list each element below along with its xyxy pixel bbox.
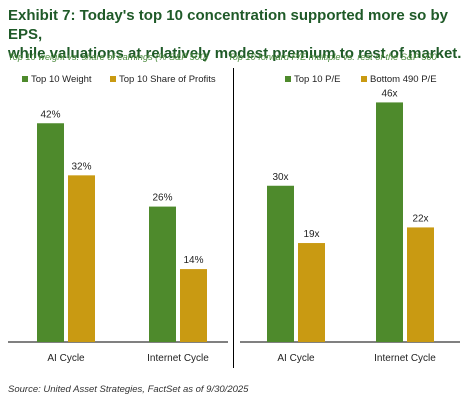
bar [180, 269, 207, 342]
source-note: Source: United Asset Strategies, FactSet… [8, 384, 249, 395]
category-label: Internet Cycle [374, 353, 436, 364]
chart-title-line-2: while valuations at relatively modest pr… [8, 45, 462, 62]
bar [407, 227, 434, 342]
legend-label-1: Top 10 P/E [294, 74, 340, 85]
bar [149, 206, 176, 342]
charts-area: Top 10 Weight Top 10 Share of Profits 42% 3… [8, 74, 460, 364]
bar-value-label: 19x [303, 229, 319, 240]
category-label: AI Cycle [47, 353, 85, 364]
panel-divider [233, 68, 234, 368]
bar [267, 185, 294, 342]
bar-value-label: 42% [40, 109, 60, 120]
category-label: AI Cycle [277, 353, 315, 364]
legend-swatch-2 [110, 76, 116, 82]
bar-value-label: 14% [183, 255, 203, 266]
legend-label-1: Top 10 Weight [31, 74, 92, 85]
legend-label-2: Top 10 Share of Profits [119, 74, 216, 85]
legend-swatch-2 [361, 76, 367, 82]
category-label: Internet Cycle [147, 353, 209, 364]
bar [298, 243, 325, 342]
legend-swatch-1 [22, 76, 28, 82]
bar [376, 102, 403, 343]
bar-value-label: 26% [152, 193, 172, 204]
bar [68, 175, 95, 342]
legend-label-2: Bottom 490 P/E [370, 74, 437, 85]
bar-value-label: 46x [381, 88, 397, 99]
bar [37, 123, 64, 342]
left-chart-subtitle: Top 10 weight vs. share of earnings (% S… [8, 52, 209, 62]
chart-title-line-1: Exhibit 7: Today's top 10 concentration … [8, 7, 449, 43]
chart-title: Exhibit 7: Today's top 10 concentration … [8, 6, 468, 63]
legend-swatch-1 [285, 76, 291, 82]
bar-value-label: 32% [71, 161, 91, 172]
bar-value-label: 30x [272, 172, 288, 183]
bar-value-label: 22x [412, 213, 428, 224]
right-chart-subtitle: Top 10 forward P/E multiple vs. rest of … [228, 52, 437, 62]
